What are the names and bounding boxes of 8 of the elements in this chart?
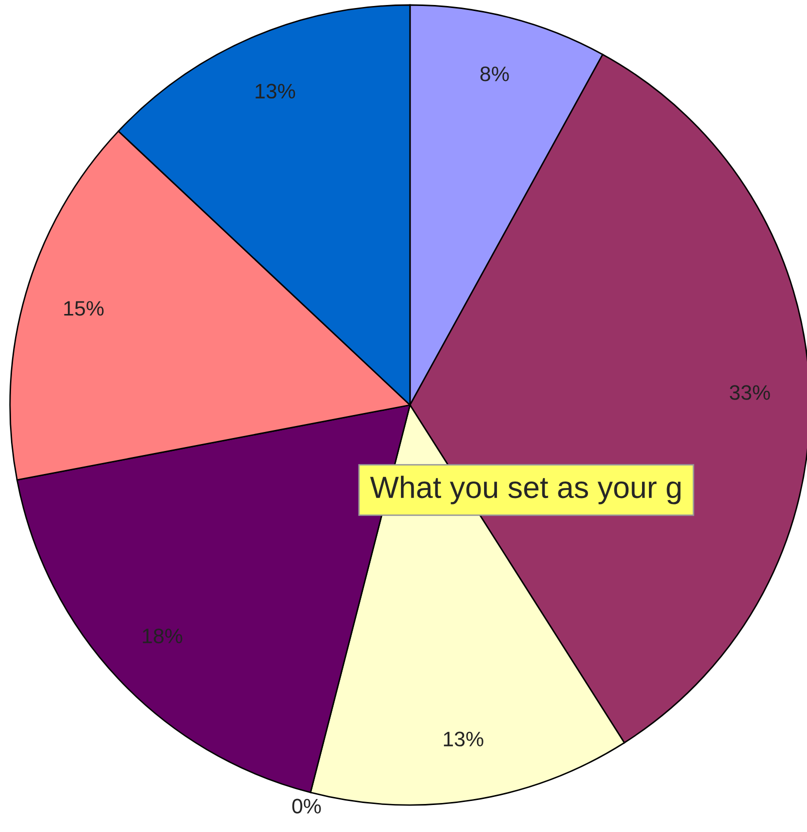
text: What you set as your g <box>370 476 681 504</box>
data-label: 8% <box>480 66 509 82</box>
text: 0% <box>292 798 321 814</box>
data-label: 13% <box>256 84 296 99</box>
data-label: 33% <box>730 385 770 400</box>
data-label: 13% <box>444 732 484 746</box>
data-label: 18% <box>142 628 182 644</box>
data-label: 15% <box>64 301 104 316</box>
